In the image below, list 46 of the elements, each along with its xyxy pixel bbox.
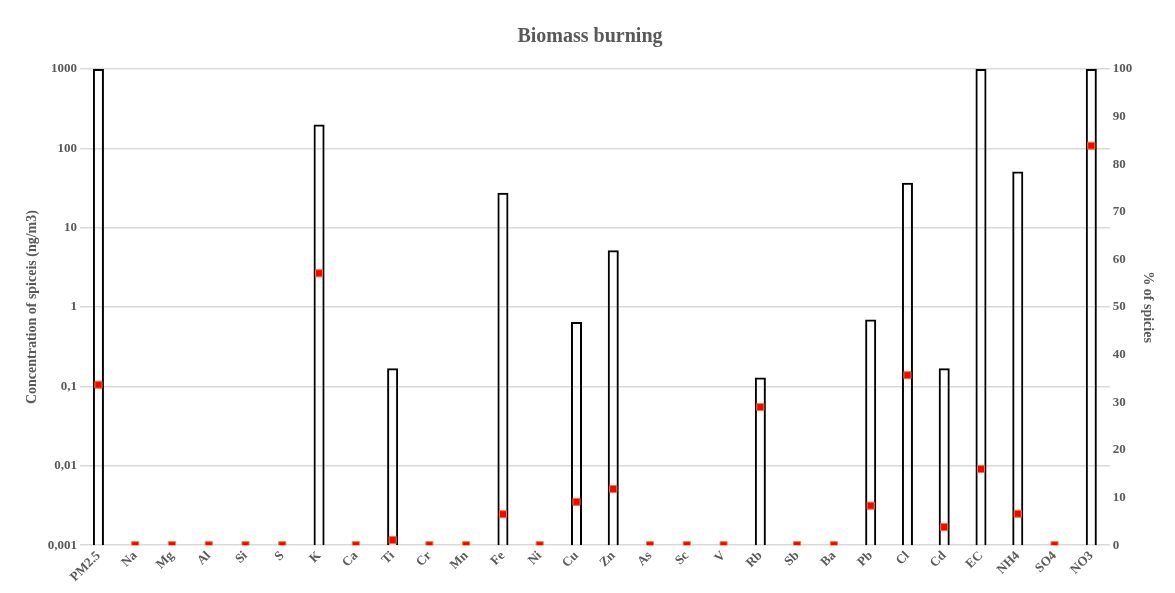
x-tick-label: Mg	[152, 547, 177, 572]
x-tick-label: As	[633, 547, 655, 569]
y2-axis-title: % of spicies	[1140, 271, 1156, 344]
y2-tick-label: 100	[1112, 60, 1133, 76]
x-tick-label: Ni	[524, 547, 545, 568]
x-tick-label: Cr	[412, 547, 435, 569]
x-tick-label: Mn	[446, 547, 472, 572]
y2-tick-label: 10	[1112, 488, 1126, 504]
y2-tick-label: 70	[1112, 203, 1126, 219]
y-tick-label: 0,01	[54, 457, 78, 473]
x-tick-label: Al	[193, 547, 214, 568]
y-tick-label: 0,1	[60, 377, 78, 393]
y-tick-label: 10	[64, 219, 78, 235]
x-tick-label: Na	[117, 547, 141, 570]
y-tick-label: 100	[57, 139, 78, 155]
y-tick-label: 1	[70, 298, 78, 314]
x-tick-label: Cd	[926, 547, 950, 570]
x-tick-label: Cl	[892, 547, 913, 568]
x-tick-label: Rb	[742, 547, 765, 570]
chart-title: Biomass burning	[517, 24, 663, 48]
x-tick-label: Pb	[853, 547, 876, 569]
x-tick-label: Ba	[817, 547, 839, 569]
x-tick-label: Zn	[595, 547, 619, 570]
y2-tick-label: 80	[1112, 155, 1126, 171]
x-tick-label: Sb	[780, 547, 802, 569]
y-tick-label: 1000	[51, 60, 78, 76]
y2-tick-label: 40	[1112, 346, 1126, 362]
x-tick-label: Ca	[338, 547, 361, 570]
x-tick-label: K	[305, 546, 325, 566]
x-tick-label: EC	[962, 547, 986, 571]
x-tick-label: Sc	[671, 547, 692, 568]
x-tick-label: SO4	[1031, 547, 1060, 576]
y2-tick-label: 30	[1112, 393, 1126, 409]
y2-tick-label: 90	[1112, 107, 1126, 123]
x-tick-label: V	[710, 547, 729, 565]
y2-tick-label: 0	[1112, 536, 1120, 552]
x-tick-label: Fe	[487, 547, 508, 568]
y-tick-label: 0,001	[47, 536, 78, 552]
y-axis-title: Concentration of spiceis (ng/m3)	[24, 209, 41, 405]
x-tick-label: Cu	[558, 547, 581, 570]
y2-tick-label: 20	[1112, 441, 1126, 457]
y2-tick-label: 50	[1112, 298, 1126, 314]
y2-tick-label: 60	[1112, 250, 1126, 266]
x-tick-label: S	[271, 547, 287, 564]
x-tick-label: Ti	[377, 547, 398, 567]
x-tick-label: Si	[231, 547, 251, 566]
